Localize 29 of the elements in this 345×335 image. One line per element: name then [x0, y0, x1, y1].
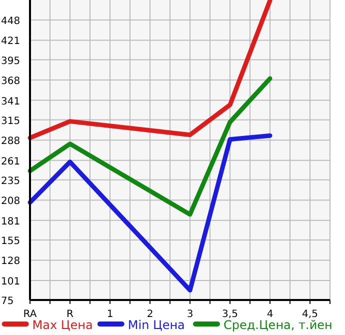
y-tick-label: 181	[1, 216, 20, 228]
y-tick-label: 315	[1, 116, 20, 127]
x-tick-label: 2	[146, 309, 154, 320]
y-tick-label: 155	[1, 236, 20, 247]
x-tick-label: 3	[186, 309, 194, 320]
legend-label: Сред.Цена, т.йен	[224, 318, 332, 332]
legend-label: Min Цена	[128, 318, 185, 332]
y-tick-label: 341	[1, 96, 20, 108]
y-tick-label: 368	[1, 76, 20, 88]
x-tick-label: 3,5	[222, 309, 238, 320]
y-tick-label: 261	[1, 156, 20, 168]
line-series	[28, 133, 272, 292]
y-tick-label: 421	[1, 36, 20, 48]
y-tick-label: 235	[1, 176, 20, 187]
x-tick-label: R	[66, 309, 74, 320]
line-series	[28, 0, 272, 140]
x-tick-label: 4	[266, 309, 274, 320]
x-tick-label: RA	[23, 309, 37, 320]
y-tick-label: 448	[1, 16, 20, 27]
y-tick-label: 288	[1, 136, 20, 148]
x-tick-label: 1	[106, 309, 114, 320]
y-tick-label: 395	[1, 56, 20, 67]
line-series	[28, 76, 272, 217]
y-tick-label: 128	[1, 256, 20, 268]
x-tick-label: 4,5	[302, 309, 318, 320]
y-tick-label: 101	[1, 276, 20, 288]
y-tick-label: 208	[1, 196, 20, 208]
legend-label: Max Цена	[32, 318, 93, 332]
y-tick-label: 75	[1, 296, 14, 307]
